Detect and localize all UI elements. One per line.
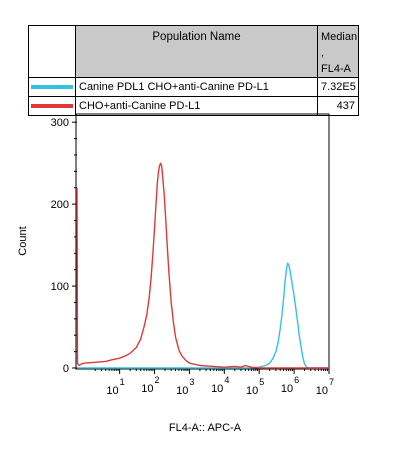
x-axis-label: FL4-A:: APC-A bbox=[169, 422, 242, 434]
series-line bbox=[77, 262, 329, 369]
y-axis: 0 100 200 300 bbox=[51, 117, 77, 375]
series-line bbox=[76, 162, 329, 369]
legend-series-name: Canine PDL1 CHO+anti-Canine PD-L1 bbox=[75, 77, 318, 97]
x-tick-label: 10 bbox=[141, 383, 153, 395]
legend-row: Canine PDL1 CHO+anti-Canine PD-L1 7.32E5 bbox=[28, 77, 359, 97]
x-tick-exponent: 6 bbox=[294, 375, 299, 385]
x-tick-label: 10 bbox=[176, 385, 188, 397]
legend-swatch bbox=[31, 104, 73, 108]
y-tick-label: 200 bbox=[51, 199, 69, 211]
legend-header-row: Population Name Median , FL4-A bbox=[28, 25, 359, 78]
legend-header-median: Median , FL4-A bbox=[317, 25, 359, 78]
x-tick-exponent: 4 bbox=[224, 375, 229, 385]
series-layer bbox=[76, 162, 329, 369]
x-tick-label: 10 bbox=[211, 383, 223, 395]
legend-swatch bbox=[31, 85, 73, 89]
legend-header-name: Population Name bbox=[75, 25, 318, 78]
x-tick-exponent: 3 bbox=[189, 377, 194, 387]
x-tick-exponent: 1 bbox=[120, 377, 125, 387]
x-tick-label: 10 bbox=[106, 385, 118, 397]
plot-frame bbox=[75, 113, 330, 370]
y-tick-label: 0 bbox=[63, 363, 69, 375]
y-tick-label: 300 bbox=[51, 117, 69, 129]
legend-median-value: 437 bbox=[317, 96, 359, 116]
x-tick-label: 10 bbox=[316, 385, 328, 397]
x-tick-label: 10 bbox=[281, 383, 293, 395]
legend-median-value: 7.32E5 bbox=[317, 77, 359, 97]
y-axis-label: Count bbox=[17, 226, 29, 255]
legend-series-name: CHO+anti-Canine PD-L1 bbox=[75, 96, 318, 116]
legend-header-median-line2: FL4-A bbox=[321, 63, 351, 75]
legend-table: Population Name Median , FL4-A Canine PD… bbox=[28, 25, 359, 116]
legend-header-median-line1: Median , bbox=[321, 31, 358, 59]
legend-row: CHO+anti-Canine PD-L1 437 bbox=[28, 96, 359, 116]
x-tick-exponent: 2 bbox=[155, 375, 160, 385]
x-tick-exponent: 5 bbox=[259, 377, 264, 387]
x-tick-exponent: 7 bbox=[329, 377, 334, 387]
x-tick-label: 10 bbox=[246, 385, 258, 397]
y-tick-label: 100 bbox=[51, 281, 69, 293]
legend-header-blank bbox=[28, 25, 76, 78]
